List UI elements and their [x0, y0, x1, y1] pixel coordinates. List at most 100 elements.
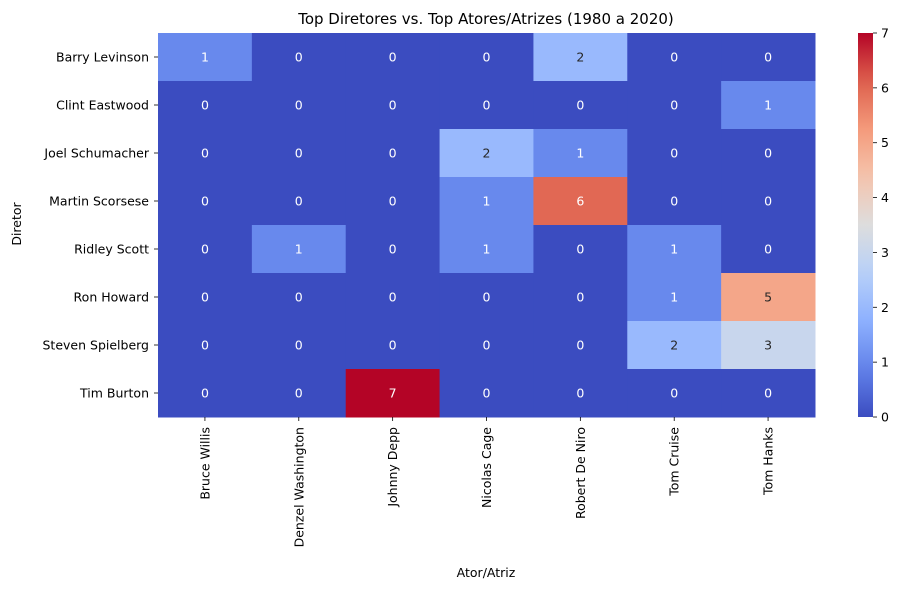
heatmap-cell [533, 81, 628, 130]
y-axis-label: Diretor [9, 201, 24, 245]
heatmap-cell [345, 129, 441, 178]
cell-value-label: 0 [295, 146, 303, 161]
cell-value-label: 0 [201, 386, 209, 401]
cell-value-label: 0 [576, 290, 584, 305]
y-tick-label: Martin Scorsese [49, 194, 149, 209]
cell-value-label: 0 [483, 338, 491, 353]
cell-value-label: 3 [764, 338, 772, 353]
chart-title: Top Diretores vs. Top Atores/Atrizes (19… [297, 10, 674, 28]
cell-value-label: 0 [764, 386, 772, 401]
cell-value-label: 1 [670, 242, 678, 257]
cell-value-label: 6 [576, 194, 584, 209]
x-axis-label: Ator/Atriz [457, 565, 516, 580]
y-tick-label: Steven Spielberg [43, 338, 150, 353]
x-tick-label: Nicolas Cage [479, 427, 494, 508]
cell-value-label: 0 [201, 290, 209, 305]
cell-value-label: 1 [295, 242, 303, 257]
cell-value-label: 1 [483, 242, 491, 257]
heatmap-cell [721, 321, 816, 370]
cell-value-label: 0 [201, 194, 209, 209]
colorbar-ticks: 0 1 2 3 4 5 6 7 [873, 26, 889, 425]
heatmap-cell [721, 225, 816, 274]
heatmap-cell [251, 33, 347, 82]
heatmap-cell [627, 177, 722, 226]
colorbar-tick-label: 7 [881, 26, 889, 41]
cell-value-label: 1 [576, 146, 584, 161]
cell-value-label: 0 [576, 98, 584, 113]
colorbar [858, 33, 873, 417]
cell-value-label: 0 [389, 146, 397, 161]
x-tick-label: Tom Cruise [667, 427, 682, 497]
heatmap-cell [251, 225, 347, 274]
cell-value-label: 1 [764, 98, 772, 113]
x-tick-label: Robert De Niro [573, 427, 588, 519]
cell-value-label: 1 [201, 50, 209, 65]
cell-value-label: 0 [764, 242, 772, 257]
cell-value-label: 0 [670, 146, 678, 161]
cell-value-label: 0 [389, 194, 397, 209]
cell-value-label: 1 [483, 194, 491, 209]
heatmap-cell [533, 321, 628, 370]
heatmap-cell [439, 321, 534, 370]
heatmap-cell [251, 81, 347, 130]
heatmap-cell [158, 33, 253, 82]
heatmap-cell [439, 177, 534, 226]
cell-value-label: 0 [389, 50, 397, 65]
heatmap-cells [158, 33, 816, 418]
cell-value-label: 0 [295, 290, 303, 305]
cell-value-label: 0 [201, 146, 209, 161]
x-tick-label: Johnny Depp [385, 427, 400, 508]
cell-value-label: 2 [670, 338, 678, 353]
y-tick-label: Tim Burton [79, 386, 149, 401]
heatmap-cell [721, 273, 816, 322]
heatmap-cell [439, 81, 534, 130]
y-axis-ticks: Barry Levinson Clint Eastwood Joel Schumac… [43, 50, 158, 401]
cell-value-label: 0 [295, 50, 303, 65]
heatmap-cell [627, 33, 722, 82]
cell-value-label: 0 [576, 338, 584, 353]
cell-value-label: 0 [764, 50, 772, 65]
colorbar-tick-label: 2 [881, 300, 889, 315]
heatmap-cell [533, 225, 628, 274]
y-tick-label: Barry Levinson [56, 50, 149, 65]
heatmap-cell [627, 369, 722, 418]
cell-value-label: 0 [670, 386, 678, 401]
heatmap-cell [533, 273, 628, 322]
heatmap-cell [158, 225, 253, 274]
cell-value-label: 0 [670, 50, 678, 65]
heatmap-cell [251, 177, 347, 226]
cell-value-label: 0 [389, 242, 397, 257]
cell-value-label: 2 [576, 50, 584, 65]
heatmap-cell [158, 177, 253, 226]
heatmap-cell [439, 225, 534, 274]
cell-value-label: 0 [764, 194, 772, 209]
x-axis-ticks: Bruce Willis Denzel Washington Johnny Depp… [197, 417, 776, 547]
heatmap-cell [627, 225, 722, 274]
heatmap-cell [439, 33, 534, 82]
heatmap-cell [439, 129, 534, 178]
heatmap-cell [627, 321, 722, 370]
cell-value-label: 0 [576, 386, 584, 401]
cell-value-label: 2 [483, 146, 491, 161]
heatmap-cell [533, 129, 628, 178]
x-tick-label: Bruce Willis [197, 427, 212, 500]
cell-value-label: 0 [483, 98, 491, 113]
heatmap-cell [251, 129, 347, 178]
heatmap-cell [345, 369, 441, 418]
heatmap-cell [627, 81, 722, 130]
heatmap-cell [158, 129, 253, 178]
x-tick-label: Tom Hanks [761, 427, 776, 496]
heatmap-cell [533, 177, 628, 226]
cell-value-label: 7 [389, 386, 397, 401]
heatmap-cell [627, 273, 722, 322]
heatmap-cell [345, 33, 441, 82]
heatmap-cell [721, 81, 816, 130]
heatmap-cell [158, 81, 253, 130]
y-tick-label: Ridley Scott [74, 242, 149, 257]
heatmap-cell [721, 369, 816, 418]
x-tick-label: Denzel Washington [291, 427, 306, 547]
cell-value-label: 1 [670, 290, 678, 305]
colorbar-tick-label: 5 [881, 135, 889, 150]
cell-value-label: 0 [201, 98, 209, 113]
heatmap-cell [345, 81, 441, 130]
